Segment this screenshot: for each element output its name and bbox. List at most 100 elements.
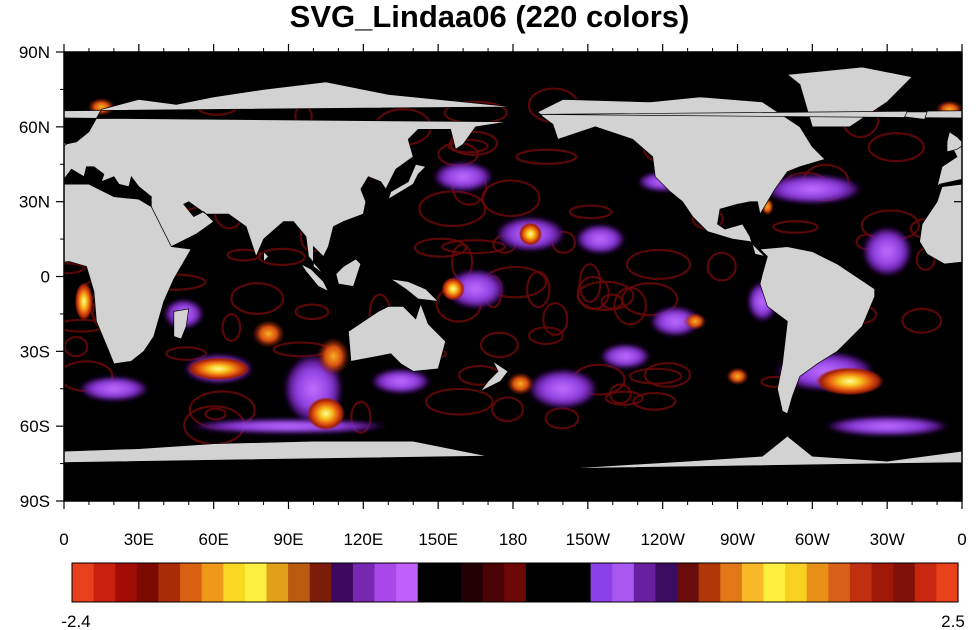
contour-swirl [568, 204, 613, 220]
purple-anomaly-patch [650, 306, 701, 337]
colorbar-box [677, 563, 700, 602]
hot-anomaly-layer [74, 97, 962, 431]
purple-anomaly-patch [575, 224, 626, 255]
hot-anomaly-patch [441, 277, 465, 301]
contour-swirl [481, 179, 541, 218]
contour-swirl [204, 407, 227, 421]
hot-anomaly-patch [518, 222, 542, 246]
colorbar-box [698, 563, 721, 602]
purple-anomaly-patch [762, 174, 863, 205]
land-australia [348, 302, 446, 372]
colorbar-box [525, 563, 549, 602]
purple-anomaly-patch [862, 226, 913, 277]
colorbar-box [309, 563, 332, 602]
contour-swirl [528, 326, 565, 346]
land-africa [64, 183, 192, 365]
contour-swirl [441, 239, 507, 255]
hot-anomaly-patch [306, 397, 345, 431]
purple-anomaly-patch [527, 368, 598, 409]
lon-tick-label: 150W [566, 530, 610, 549]
contour-swirl [576, 280, 635, 312]
hot-anomaly-patch [187, 357, 251, 381]
hot-anomaly-patch [683, 312, 707, 331]
contour-swirl [706, 251, 737, 282]
hot-anomaly-patch [316, 337, 350, 376]
contour-swirl [230, 282, 285, 315]
contour-swirl [479, 331, 519, 359]
purple-anomaly-patch [824, 416, 950, 437]
colorbar-box [136, 563, 160, 602]
contour-swirl [628, 367, 683, 385]
hot-anomaly-patch [74, 282, 93, 321]
contour-swirl [447, 138, 489, 154]
colorbar-box [180, 563, 203, 602]
contour-swirl [294, 303, 330, 321]
colorbar-box [460, 563, 484, 602]
colorbar-box [569, 563, 592, 602]
lat-tick-label: 30S [20, 342, 50, 361]
colorbar-box [288, 563, 311, 602]
contour-swirl [542, 302, 569, 336]
contour-swirl [258, 247, 306, 267]
contour-swirl [772, 220, 819, 234]
colorbar-box [352, 563, 376, 602]
lon-tick-label: 90E [273, 530, 303, 549]
contour-swirl [867, 132, 925, 163]
colorbar-box [785, 563, 808, 602]
land-antarctica [562, 435, 962, 501]
land-iceland [904, 111, 928, 120]
land-south-america [759, 246, 876, 415]
colorbar-box [763, 563, 786, 602]
contour-swirl [604, 390, 644, 406]
contour-swirl [578, 263, 602, 304]
colorbar-box [417, 563, 440, 602]
land-layer [64, 66, 962, 501]
colorbar-box [720, 563, 743, 602]
latitude-axis: 90N 60N 30N 0 30S 60S 90S [19, 43, 962, 511]
purple-anomaly-patch [600, 343, 651, 369]
lon-tick-label: 0 [957, 530, 966, 549]
lat-tick-label: 30N [19, 193, 50, 212]
colorbar-box [914, 563, 937, 602]
lat-tick-label: 90N [19, 43, 50, 62]
lon-tick-label: 60E [199, 530, 229, 549]
contour-swirl [418, 190, 487, 228]
land-africa [919, 183, 962, 265]
colorbar-frame [71, 562, 959, 603]
colorbar-box [655, 563, 678, 602]
colorbar-box [93, 563, 116, 602]
colorbar-box [223, 563, 246, 602]
map-title: SVG_Lindaa06 (220 colors) [289, 0, 690, 34]
colorbar-box [849, 563, 873, 602]
land-japan [387, 163, 427, 200]
hot-anomaly-patch [506, 372, 535, 396]
colorbar-box [266, 563, 289, 602]
land-sri-lanka [263, 250, 269, 263]
contour-swirl [221, 313, 242, 343]
hot-anomaly-patch [726, 367, 749, 386]
colorbar-box [871, 563, 894, 602]
colorbar-box [115, 563, 138, 602]
lon-tick-label: 60W [795, 530, 830, 549]
contour-swirl [64, 335, 89, 358]
colorbar-box [741, 563, 765, 602]
colorbar: -2.4 2.5 [61, 562, 965, 630]
lon-tick-label: 180 [499, 530, 527, 549]
purple-anomaly-patch [433, 161, 494, 192]
contour-swirl [515, 148, 578, 165]
lat-tick-label: 60S [20, 417, 50, 436]
hot-anomaly-patch [815, 367, 884, 396]
colorbar-min-label: -2.4 [61, 612, 90, 630]
colorbar-boxes [72, 563, 959, 602]
contour-swirl [413, 237, 468, 258]
lat-tick-label: 90S [20, 492, 50, 511]
land-new-guinea [390, 278, 440, 302]
hot-anomaly-patch [252, 319, 286, 348]
map-plot-area [64, 52, 962, 501]
lon-tick-label: 90W [720, 530, 755, 549]
colorbar-box [482, 563, 505, 602]
land-borneo [335, 258, 362, 287]
colorbar-box [547, 563, 570, 602]
colorbar-box [633, 563, 657, 602]
